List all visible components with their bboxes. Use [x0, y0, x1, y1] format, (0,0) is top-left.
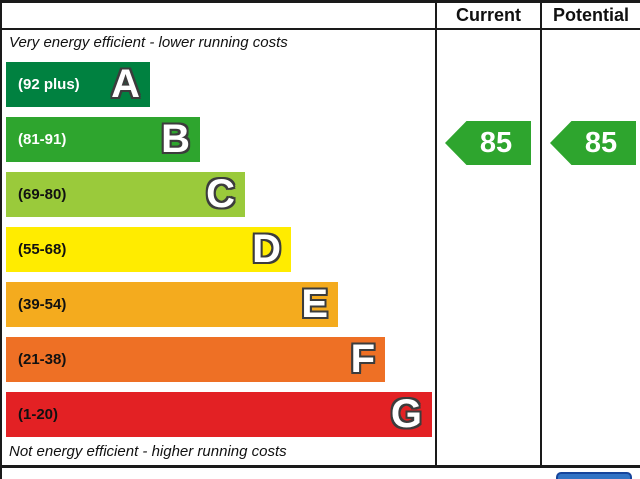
table-bottom-border: [0, 465, 640, 468]
rating-band-bar: (92 plus) A: [6, 62, 150, 107]
band-letter: G: [390, 392, 422, 436]
band-letter: F: [350, 337, 375, 381]
band-range-label: (1-20): [18, 406, 59, 423]
potential-rating-arrow: 85: [550, 121, 636, 165]
band-range-label: (69-80): [18, 186, 67, 203]
current-column-header: Current: [455, 5, 521, 25]
rating-band-bar: (81-91) B: [6, 117, 200, 162]
header-bottom-border: [0, 28, 640, 30]
band-letter: B: [161, 117, 190, 161]
band-range-label: (92 plus): [18, 76, 80, 93]
rating-band-row: (69-80) C: [6, 172, 245, 217]
eu-flag-emblem: [556, 472, 632, 479]
table-top-border: [0, 0, 640, 3]
rating-band-bar: (55-68) D: [6, 227, 291, 272]
current-rating-arrow: 85: [445, 121, 531, 165]
rating-band-row: (55-68) D: [6, 227, 291, 272]
potential-column-header: Potential: [552, 5, 629, 25]
rating-band-bar: (39-54) E: [6, 282, 338, 327]
band-range-label: (21-38): [18, 351, 67, 368]
band-letter: D: [252, 227, 281, 271]
caption-very-efficient: Very energy efficient - lower running co…: [9, 34, 288, 51]
rating-band-row: (39-54) E: [6, 282, 338, 327]
current-rating-value: 85: [479, 127, 513, 159]
band-range-label: (55-68): [18, 241, 67, 258]
rating-band-bar: (21-38) F: [6, 337, 385, 382]
band-range-label: (81-91): [18, 131, 67, 148]
rating-band-row: (81-91) B: [6, 117, 200, 162]
table-left-border: [0, 0, 2, 479]
potential-rating-value: 85: [584, 127, 618, 159]
rating-band-row: (92 plus) A: [6, 62, 150, 107]
band-range-label: (39-54): [18, 296, 67, 313]
band-letter: A: [111, 62, 140, 106]
band-letter: C: [206, 172, 235, 216]
rating-band-bar: (1-20) G: [6, 392, 432, 437]
rating-band-row: (1-20) G: [6, 392, 432, 437]
band-letter: E: [301, 282, 328, 326]
potential-column-divider: [540, 0, 542, 468]
caption-not-efficient: Not energy efficient - higher running co…: [9, 443, 287, 460]
rating-band-row: (21-38) F: [6, 337, 385, 382]
rating-band-bar: (69-80) C: [6, 172, 245, 217]
current-column-divider: [435, 0, 437, 468]
